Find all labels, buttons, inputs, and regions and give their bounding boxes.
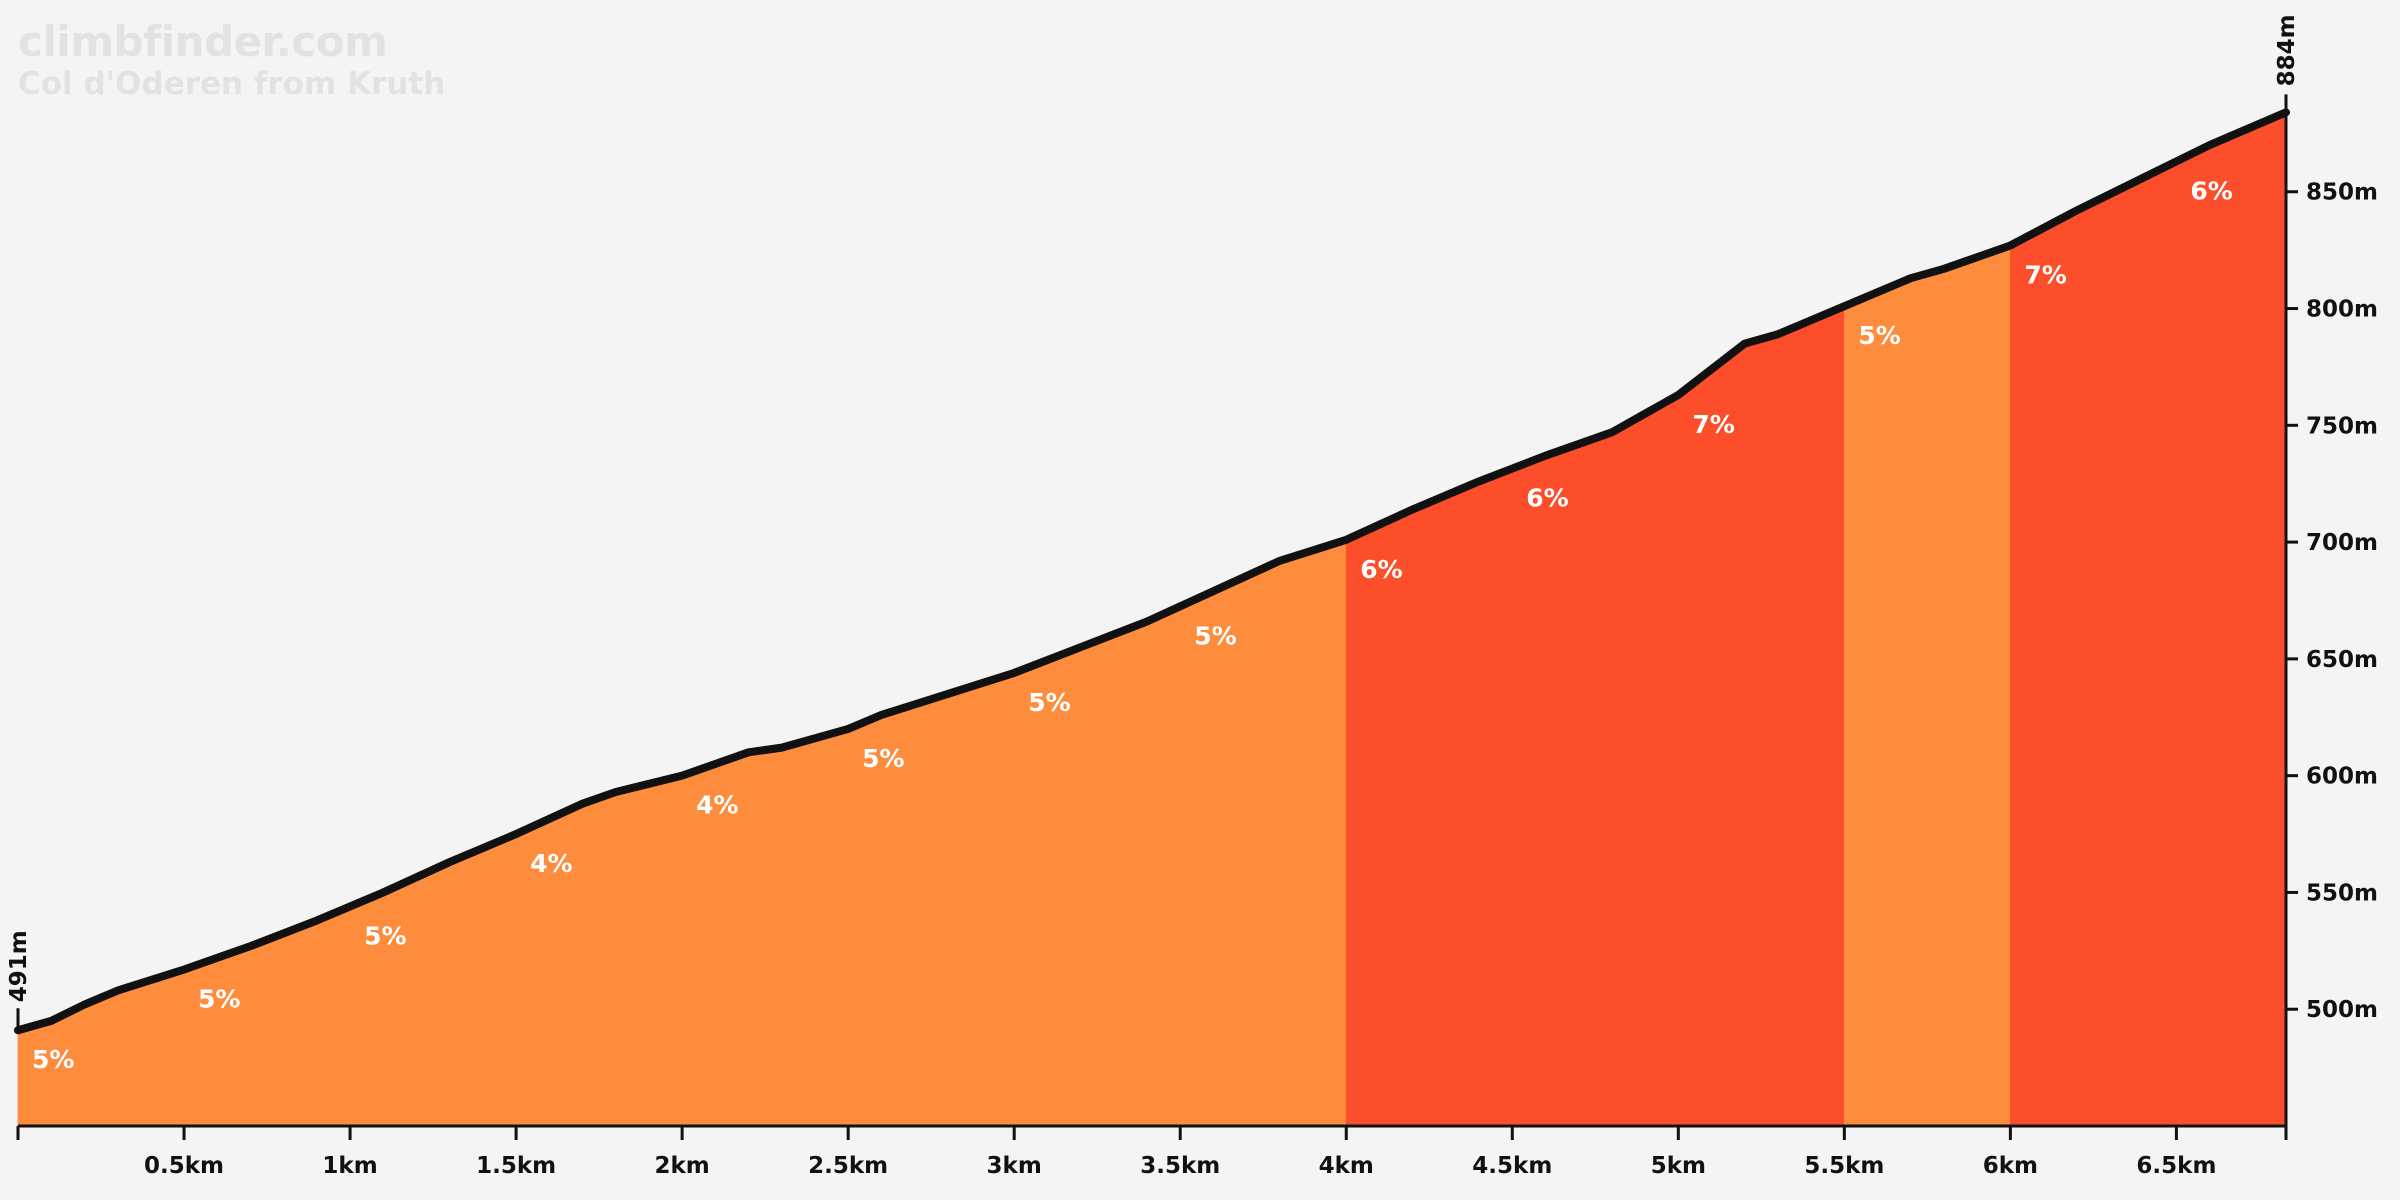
x-tick-label-11: 6km [1983, 1153, 2038, 1179]
y-tick-label-7: 850m [2306, 180, 2378, 206]
gradient-label-6: 5% [1028, 688, 1070, 717]
elevation-profile-line [14, 108, 2290, 1035]
x-tick-label-2: 1.5km [476, 1153, 556, 1179]
x-tick-label-9: 5km [1651, 1153, 1706, 1179]
gradient-label-3: 4% [530, 849, 572, 878]
gradient-label-5: 5% [862, 744, 904, 773]
gradient-segment-2 [349, 833, 517, 1127]
gradient-segment-4 [681, 728, 849, 1127]
gradient-segment-6 [1013, 605, 1181, 1127]
x-tick-label-10: 5.5km [1804, 1153, 1884, 1179]
gradient-label-1: 5% [198, 985, 240, 1014]
y-tick-label-2: 600m [2306, 764, 2378, 790]
gradient-segment-13 [2176, 111, 2287, 1127]
brand-logo: climbfinder.com [18, 17, 388, 66]
x-tick-label-3: 2km [654, 1153, 709, 1179]
gradient-label-12: 7% [2024, 260, 2066, 289]
gradient-label-2: 5% [364, 921, 406, 950]
gradient-label-7: 5% [1194, 621, 1236, 650]
x-tick-label-1: 1km [322, 1153, 377, 1179]
gradient-label-9: 6% [1526, 484, 1568, 513]
start-elevation-label: 491m [6, 930, 32, 1002]
gradient-segment-3 [515, 775, 683, 1127]
x-tick-label-5: 3km [987, 1153, 1042, 1179]
y-tick-label-3: 650m [2306, 647, 2378, 673]
gradient-label-13: 6% [2190, 176, 2232, 205]
y-tick-label-0: 500m [2306, 997, 2378, 1023]
gradient-segment-11 [1843, 244, 2011, 1127]
x-tick-label-4: 2.5km [808, 1153, 888, 1179]
x-tick-label-8: 4.5km [1472, 1153, 1552, 1179]
x-tick-label-0: 0.5km [144, 1153, 224, 1179]
gradient-label-11: 5% [1858, 321, 1900, 350]
end-elevation-label: 884m [2274, 14, 2300, 86]
gradient-label-8: 6% [1360, 555, 1402, 584]
gradient-segment-5 [847, 672, 1015, 1127]
gradient-label-0: 5% [32, 1045, 74, 1074]
y-tick-label-4: 700m [2306, 530, 2378, 556]
gradient-segment-12 [2009, 160, 2177, 1127]
gradient-label-4: 4% [696, 791, 738, 820]
x-tick-label-7: 4km [1319, 1153, 1374, 1179]
y-tick-label-1: 550m [2306, 880, 2378, 906]
gradient-label-10: 7% [1692, 410, 1734, 439]
x-tick-label-6: 3.5km [1140, 1153, 1220, 1179]
x-tick-label-12: 6.5km [2136, 1153, 2216, 1179]
chart-subtitle: Col d'Oderen from Kruth [18, 66, 446, 102]
y-tick-label-5: 750m [2306, 413, 2378, 439]
y-tick-label-6: 800m [2306, 297, 2378, 323]
